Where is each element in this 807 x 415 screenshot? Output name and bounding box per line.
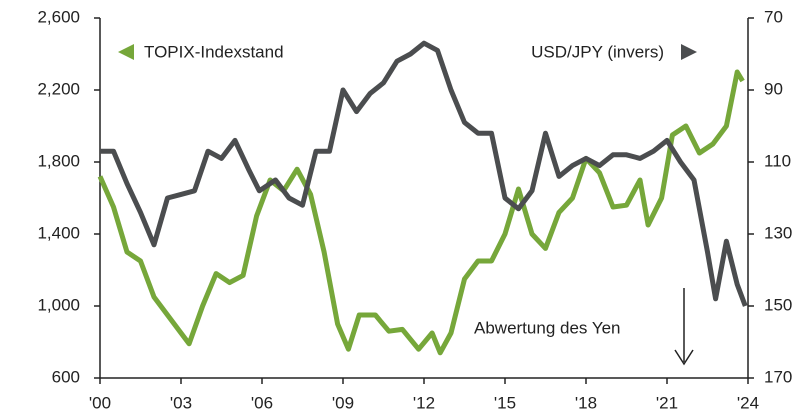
annotation: Abwertung des Yen <box>474 318 621 337</box>
x-tick-label: '24 <box>737 393 759 412</box>
y-tick-label: 1,400 <box>37 223 80 242</box>
y2-tick-label: 90 <box>764 79 783 98</box>
y-tick-label: 600 <box>52 367 80 386</box>
x-tick-label: '03 <box>170 393 192 412</box>
y2-tick-label: 70 <box>764 7 783 26</box>
chart: TOPIX-Indexstand USD/JPY (invers) Abwert… <box>0 0 807 415</box>
y-tick-label: 2,200 <box>37 79 80 98</box>
x-tick-label: '09 <box>332 393 354 412</box>
y-tick-label: 1,000 <box>37 295 80 314</box>
y-tick-label: 1,800 <box>37 151 80 170</box>
legend-arrow <box>118 44 134 60</box>
x-tick-label: '12 <box>413 393 435 412</box>
legend-label: TOPIX-Indexstand <box>144 42 284 61</box>
y2-tick-label: 110 <box>764 151 791 170</box>
x-tick-label: '18 <box>575 393 597 412</box>
x-tick-label: '06 <box>251 393 273 412</box>
y2-tick-label: 130 <box>764 223 792 242</box>
legend-arrow <box>681 44 697 60</box>
x-tick-label: '15 <box>494 393 516 412</box>
y2-tick-label: 170 <box>764 367 792 386</box>
legend-label: USD/JPY (invers) <box>531 42 664 61</box>
y-tick-label: 2,600 <box>37 7 80 26</box>
annotation-arrow <box>675 288 693 364</box>
series-line <box>100 72 743 353</box>
x-tick-label: '00 <box>89 393 111 412</box>
x-tick-label: '21 <box>656 393 678 412</box>
series-line <box>100 43 745 306</box>
y2-tick-label: 150 <box>764 295 792 314</box>
